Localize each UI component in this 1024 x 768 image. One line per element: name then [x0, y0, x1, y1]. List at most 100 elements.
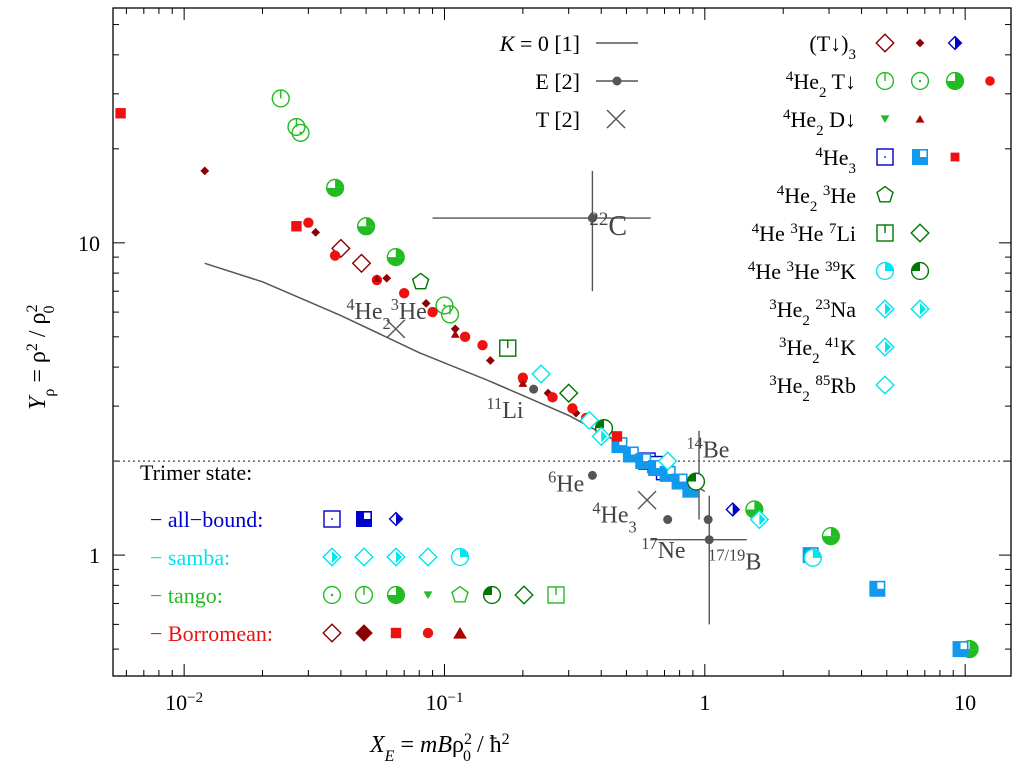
- legend-label: 4He2 3He: [777, 183, 856, 215]
- legend-marker: [912, 149, 928, 165]
- data-point: [450, 330, 460, 338]
- data-point: [531, 364, 551, 384]
- data-point: [329, 250, 341, 261]
- data-point: [803, 548, 822, 567]
- x-axis-label: XE = mBρ2 0 / ħ2: [369, 731, 510, 765]
- data-point: [311, 227, 321, 237]
- data-point: [427, 306, 438, 318]
- legend-label: 4He2 D↓: [783, 107, 856, 139]
- point-label: 17/19B: [708, 545, 761, 576]
- data-point: [372, 274, 382, 282]
- legend-marker: [910, 261, 930, 281]
- legend-experiment: K = 0 [1] E [2] T [2]: [499, 31, 638, 132]
- legend-marker: [875, 71, 895, 91]
- data-point: [291, 123, 310, 142]
- trimer-legend-label: − tango:: [150, 583, 223, 608]
- legend-marker: [422, 627, 434, 639]
- legend-systems: (T↓)3 4He2 T↓ 4He2 D↓ 4He3 4He2 3He 4He 3He 7…: [748, 31, 995, 405]
- legend-marker: [386, 547, 406, 567]
- data-point: [517, 372, 529, 383]
- point-label: 4He3: [592, 498, 636, 536]
- x-tick-label: 10−2: [165, 690, 203, 715]
- legend-marker: [910, 71, 930, 91]
- data-point: [485, 356, 495, 365]
- legend-marker: [876, 148, 894, 166]
- data-point: [303, 217, 314, 228]
- legend-marker: [386, 585, 406, 605]
- legend-marker: [547, 586, 565, 604]
- data-point: [686, 472, 706, 491]
- legend-label: 4He2 T↓: [786, 69, 856, 101]
- data-point: [591, 426, 612, 447]
- y-tick-label: 1: [89, 543, 100, 568]
- legend-marker: [910, 223, 930, 243]
- data-point: [331, 238, 351, 259]
- axis-ticks: 10−2 10−1 1 10 1 10: [78, 8, 1011, 715]
- data-point: [869, 580, 886, 597]
- data-point: [459, 331, 471, 343]
- legend-marker: [880, 115, 890, 123]
- data-point: [558, 383, 579, 403]
- legend-marker: [323, 510, 341, 528]
- legend-marker: [950, 152, 960, 162]
- data-point: [622, 446, 639, 463]
- legend-marker: [876, 224, 894, 242]
- data-point: [291, 221, 302, 232]
- legend-label: 4He 3He 39K: [748, 259, 856, 284]
- data-point: [477, 340, 488, 351]
- x-tick-label: 10−1: [425, 690, 463, 715]
- data-point: [960, 639, 979, 659]
- legend-marker: [322, 623, 342, 643]
- legend-marker: [875, 261, 895, 281]
- point-label: 6He: [548, 467, 584, 498]
- legend-marker: [356, 511, 372, 527]
- legend-marker: [875, 337, 895, 357]
- experiment-point: [703, 515, 713, 525]
- legend-marker: [388, 511, 404, 527]
- legend-marker: [423, 591, 433, 599]
- data-point: [567, 403, 578, 414]
- legend-label: K = 0 [1]: [499, 31, 580, 56]
- data-point: [611, 431, 623, 442]
- data-point: [287, 117, 306, 137]
- legend-marker: [450, 547, 470, 567]
- legend-marker: [451, 585, 469, 603]
- point-label: 17Ne: [641, 533, 685, 564]
- legend-marker: [985, 76, 995, 86]
- trimer-legend-label: − all−bound:: [150, 507, 263, 532]
- point-label: 11Li: [486, 393, 523, 424]
- legend-marker: [876, 185, 894, 203]
- data-point: [357, 217, 376, 236]
- legend-label: T [2]: [536, 107, 580, 132]
- legend-marker: [875, 299, 895, 319]
- x-tick-label: 1: [699, 690, 710, 715]
- legend-dot-swatch: [612, 76, 622, 86]
- legend-marker: [514, 585, 534, 605]
- trimer-legend-label: − samba:: [150, 545, 230, 570]
- data-point: [271, 89, 290, 108]
- legend-label: 3He2 23Na: [769, 297, 856, 329]
- data-point: [398, 287, 410, 299]
- data-point: [547, 392, 558, 403]
- legend-marker: [390, 627, 402, 639]
- data-point: [325, 178, 345, 197]
- point-label: 14Be: [686, 433, 729, 464]
- legend-cross-swatch: [606, 109, 626, 129]
- legend-marker: [418, 547, 438, 567]
- experiment-point: [663, 515, 673, 525]
- point-label: 22C: [589, 208, 627, 242]
- data-point: [499, 339, 517, 357]
- legend-marker: [453, 627, 467, 639]
- data-point: [411, 272, 430, 290]
- data-point: [435, 296, 454, 315]
- trimer-legend-label: − Borromean:: [150, 621, 273, 646]
- data-point: [749, 509, 770, 530]
- experiment-point: [587, 213, 597, 223]
- data-point: [386, 248, 405, 267]
- legend-label: 4He3: [815, 145, 856, 177]
- theory-cross-point: [386, 319, 406, 339]
- data-point: [351, 253, 372, 274]
- trimer-legend-title: Trimer state:: [140, 460, 252, 485]
- theory-cross-point: [637, 490, 657, 510]
